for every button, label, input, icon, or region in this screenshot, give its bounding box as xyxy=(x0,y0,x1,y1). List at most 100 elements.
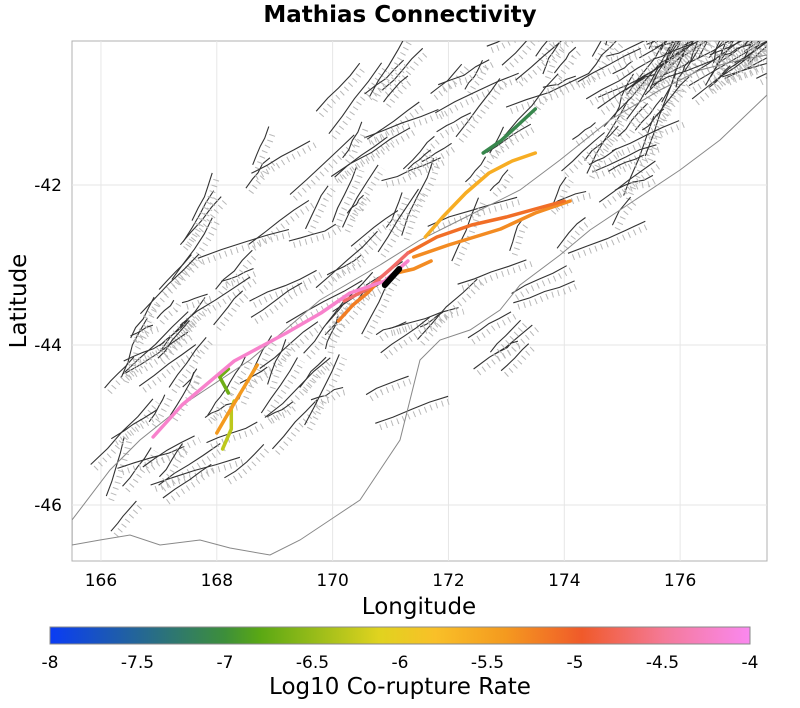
fault-trace xyxy=(288,223,336,242)
fault-trace xyxy=(591,41,602,57)
fault-trace xyxy=(712,41,721,64)
y-tick-label: -42 xyxy=(34,176,62,196)
colorbar-tick-label: -4.5 xyxy=(646,653,679,673)
fault-trace xyxy=(681,41,694,47)
fault-trace xyxy=(639,41,668,59)
fault-surface xyxy=(606,64,668,133)
fault-trace xyxy=(597,77,645,109)
y-axis-label: Latitude xyxy=(6,254,32,349)
fault-trace xyxy=(157,320,190,359)
fault-trace xyxy=(341,164,379,228)
fault-trace xyxy=(561,132,605,172)
fault-surface xyxy=(691,41,703,48)
x-axis-label: Longitude xyxy=(362,594,476,620)
fault-surface xyxy=(493,322,528,359)
colorbar-tick-label: -8 xyxy=(42,653,59,673)
fault-trace xyxy=(696,11,769,40)
fault-trace xyxy=(567,220,646,254)
fault-trace xyxy=(207,388,227,416)
fault-surface xyxy=(344,167,386,233)
fault-trace xyxy=(430,63,463,95)
fault-trace xyxy=(608,154,645,172)
fault-surface xyxy=(648,41,658,48)
co-rupture-trace xyxy=(217,367,231,395)
fault-surface xyxy=(740,0,793,27)
fault-trace xyxy=(204,402,235,419)
source-fault-trace xyxy=(381,266,403,288)
fault-trace xyxy=(489,319,521,353)
colorbar-tick-label: -6.5 xyxy=(296,653,329,673)
fault-surface xyxy=(746,0,797,32)
fault-trace xyxy=(315,62,361,112)
fault-trace xyxy=(271,399,318,450)
coastline xyxy=(72,54,767,556)
fault-trace xyxy=(169,371,195,416)
x-tick-label: 168 xyxy=(201,571,233,591)
co-rupture-trace xyxy=(215,363,260,435)
fault-surface xyxy=(255,142,317,180)
co-rupture-trace xyxy=(411,199,572,259)
source-fault xyxy=(381,266,403,288)
fault-trace xyxy=(179,196,222,246)
fault-surface xyxy=(725,0,779,23)
fault-trace xyxy=(375,321,407,336)
fault-trace xyxy=(515,41,562,81)
x-tick-label: 174 xyxy=(548,571,580,591)
fault-surface xyxy=(306,357,348,431)
fault-trace xyxy=(511,265,567,294)
fault-trace xyxy=(671,19,743,39)
fault-surface xyxy=(695,58,757,106)
fault-trace xyxy=(728,41,734,44)
fault-trace xyxy=(383,75,409,103)
fault-trace xyxy=(168,337,207,388)
fault-trace xyxy=(123,341,165,362)
fault-trace xyxy=(124,331,189,374)
fault-surface xyxy=(589,61,659,106)
colorbar-tick-label: -7 xyxy=(217,653,234,673)
fault-trace xyxy=(651,58,717,86)
fault-trace xyxy=(682,0,733,31)
fault-trace xyxy=(721,43,753,57)
fault-surface xyxy=(307,188,336,235)
fault-surface xyxy=(388,195,410,234)
fault-trace xyxy=(701,0,757,27)
fault-trace xyxy=(655,41,659,44)
fault-trace xyxy=(688,41,689,42)
fault-trace xyxy=(572,122,596,140)
fault-trace xyxy=(588,148,617,166)
fault-surface xyxy=(661,41,674,46)
fault-trace xyxy=(315,230,378,289)
fault-trace xyxy=(401,158,435,236)
plot-area xyxy=(71,40,768,562)
fault-trace xyxy=(542,42,560,75)
fault-trace xyxy=(324,316,339,350)
fault-surface xyxy=(492,171,516,197)
fault-trace xyxy=(334,136,388,178)
fault-surface xyxy=(185,371,205,394)
fault-trace xyxy=(310,386,344,401)
fault-surface xyxy=(725,44,759,63)
fault-surface xyxy=(269,342,294,390)
fault-surface xyxy=(127,343,171,368)
fault-trace xyxy=(191,172,213,221)
y-axis-ticks: -42 -44 -46 xyxy=(34,176,62,516)
fault-trace xyxy=(304,354,340,426)
x-tick-label: 176 xyxy=(664,571,696,591)
co-rupture-trace xyxy=(481,107,538,155)
fault-trace xyxy=(407,149,432,170)
fault-trace xyxy=(179,276,251,326)
fault-trace xyxy=(369,41,404,97)
fault-trace xyxy=(668,41,681,64)
fault-trace xyxy=(328,62,383,135)
fault-trace xyxy=(259,321,319,369)
fault-surface xyxy=(557,48,583,79)
fault-trace xyxy=(158,443,221,486)
fault-surface xyxy=(689,0,752,36)
x-tick-label: 172 xyxy=(432,571,464,591)
fault-surface xyxy=(675,41,690,46)
fault-surface xyxy=(715,41,731,68)
x-axis-ticks: 166 168 170 172 174 176 xyxy=(85,571,697,591)
fault-surface xyxy=(216,292,250,331)
fault-trace xyxy=(678,8,713,35)
fault-trace xyxy=(380,316,430,354)
